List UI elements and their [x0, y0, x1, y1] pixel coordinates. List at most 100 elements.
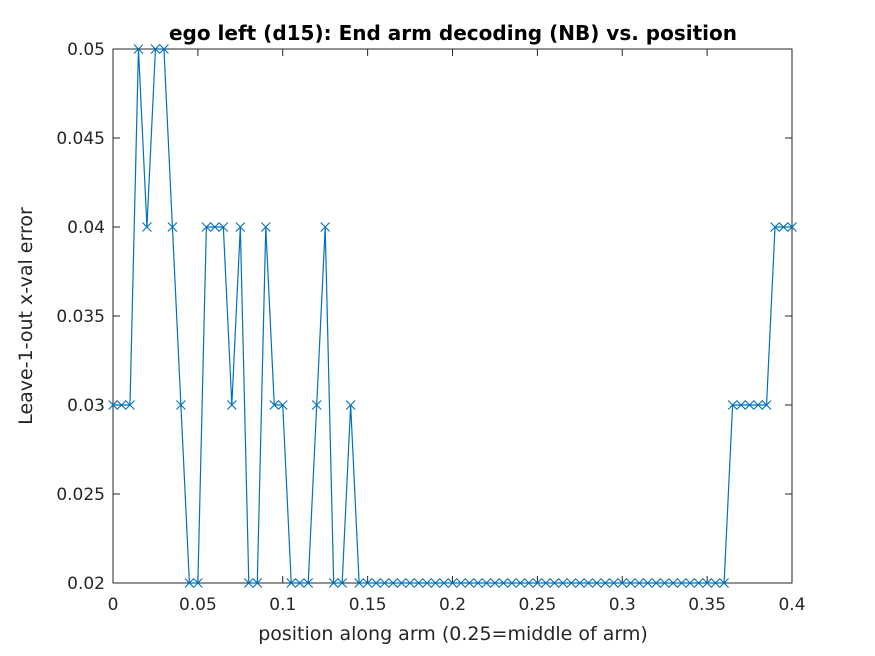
y-tick-label: 0.02 [67, 574, 105, 594]
data-point [787, 222, 797, 232]
data-point [201, 222, 212, 232]
data-point [668, 578, 679, 588]
data-point [108, 400, 118, 410]
data-point [625, 578, 636, 588]
data-point [753, 400, 763, 410]
data-point [133, 44, 144, 54]
data-point [634, 578, 645, 588]
data-point [422, 578, 432, 588]
data-point [744, 400, 755, 410]
data-point [184, 578, 195, 588]
data-point [345, 400, 356, 410]
data-point [456, 578, 466, 588]
data-point [388, 578, 398, 588]
data-point [320, 222, 331, 232]
y-tick-label: 0.05 [67, 40, 105, 60]
data-point [176, 400, 186, 410]
data-point [659, 578, 670, 588]
data-point [617, 578, 628, 588]
data-point [260, 222, 271, 232]
data-point [269, 400, 280, 410]
x-tick-label: 0 [108, 595, 119, 615]
x-tick-label: 0.15 [349, 595, 387, 615]
data-point [243, 578, 254, 588]
data-point [286, 578, 297, 588]
data-point [685, 578, 696, 588]
chart-title: ego left (d15): End arm decoding (NB) vs… [169, 21, 737, 45]
data-point [413, 578, 424, 588]
data-point [566, 578, 577, 588]
x-tick-label: 0.3 [609, 595, 636, 615]
y-tick-label: 0.03 [67, 396, 105, 416]
data-point [464, 578, 475, 588]
data-point [583, 578, 594, 588]
x-tick-label: 0.35 [688, 595, 726, 615]
data-point [557, 578, 568, 588]
data-point [125, 400, 135, 410]
data-point [642, 578, 653, 588]
data-layer [108, 44, 797, 588]
data-point [362, 578, 373, 588]
data-point [159, 44, 169, 54]
data-point [328, 578, 339, 588]
data-point [337, 578, 348, 588]
data-point [651, 578, 662, 588]
y-tick-label: 0.04 [67, 218, 105, 238]
data-point [354, 578, 365, 588]
data-point [591, 578, 602, 588]
data-point [209, 222, 220, 232]
data-point [142, 222, 152, 232]
data-point [116, 400, 127, 410]
data-point [574, 578, 585, 588]
x-tick-label: 0.05 [179, 595, 217, 615]
data-point [540, 578, 551, 588]
data-point [736, 400, 746, 410]
data-point [719, 578, 729, 588]
data-point [507, 578, 517, 588]
data-point [727, 400, 738, 410]
data-point [693, 578, 704, 588]
data-point [515, 578, 526, 588]
data-point [702, 578, 713, 588]
x-tick-label: 0.1 [269, 595, 296, 615]
data-point [303, 578, 314, 588]
data-point [439, 578, 449, 588]
data-point [473, 578, 483, 588]
data-point [710, 578, 721, 588]
x-axis-label: position along arm (0.25=middle of arm) [258, 623, 648, 645]
data-point [150, 44, 161, 54]
data-point [490, 578, 500, 588]
data-point [481, 578, 492, 588]
data-point [294, 578, 305, 588]
y-tick-label: 0.035 [56, 307, 105, 327]
data-point [226, 400, 237, 410]
x-tick-label: 0.2 [439, 595, 466, 615]
y-axis-label: Leave-1-out x-val error [15, 207, 37, 425]
data-point [167, 222, 178, 232]
data-point [498, 578, 509, 588]
data-point [311, 400, 322, 410]
y-tick-label: 0.045 [56, 129, 105, 149]
x-tick-label: 0.25 [518, 595, 556, 615]
data-point [676, 578, 687, 588]
data-point [396, 578, 407, 588]
data-point [770, 222, 780, 232]
data-point [549, 578, 560, 588]
y-tick-label: 0.025 [56, 485, 105, 505]
x-tick-label: 0.4 [778, 595, 805, 615]
data-point [600, 578, 611, 588]
data-point [778, 222, 789, 232]
data-point [252, 578, 263, 588]
data-point [277, 400, 288, 410]
data-point [192, 578, 203, 588]
tick-layer: 0 0.05 0.1 0.15 0.2 0.25 0.3 0.35 0.4 0.02 0.025 0.… [56, 40, 805, 615]
data-point [523, 578, 534, 588]
data-point [371, 578, 382, 588]
data-point [430, 578, 441, 588]
data-point [532, 578, 543, 588]
data-point [218, 222, 229, 232]
data-point [379, 578, 390, 588]
data-point [608, 578, 619, 588]
data-point [405, 578, 415, 588]
